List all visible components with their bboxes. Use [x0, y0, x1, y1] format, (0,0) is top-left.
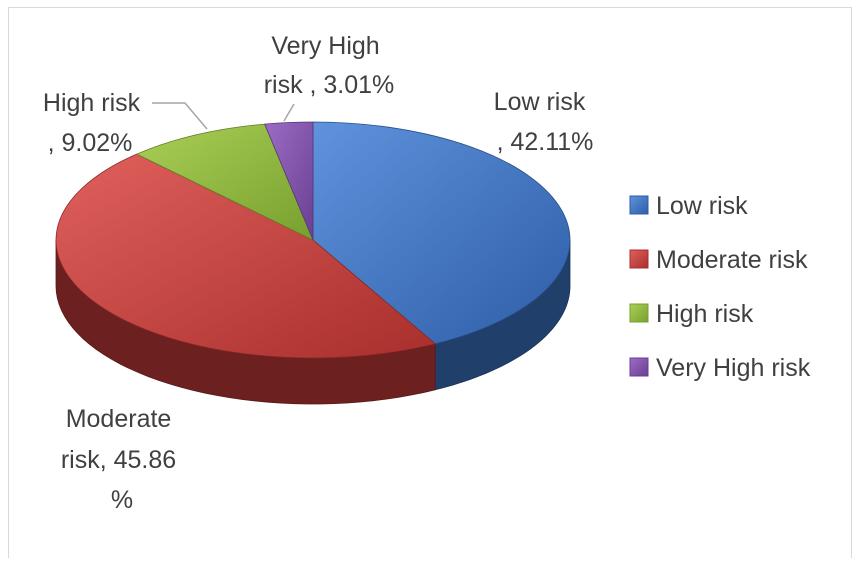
legend-swatch-moderate-risk [629, 249, 649, 269]
legend-item-high-risk: High risk [629, 300, 754, 328]
data-label-high-risk: High risk , 9.02% [43, 89, 147, 157]
legend-swatch-low-risk [629, 195, 649, 215]
legend-item-very-high-risk: Very High risk [629, 354, 811, 382]
data-label-low-risk: Low risk , 42.11% [494, 88, 594, 156]
pie-slice-moderate-risk [55, 153, 437, 359]
legend-item-low-risk: Low risk [629, 192, 748, 220]
leader-line-very-high-risk [283, 103, 295, 122]
legend-swatch-very-high-risk [629, 357, 649, 377]
data-label-very-high-risk: Very High risk , 3.01% [264, 32, 395, 99]
pie-slice-very-high-risk [264, 121, 314, 241]
legend: Low risk Moderate risk High risk Very Hi… [629, 192, 811, 382]
data-label-moderate-risk: Moderate risk, 45.86 % [61, 405, 183, 514]
pie-slice-low-risk [312, 121, 571, 345]
pie-tops [55, 121, 571, 359]
legend-item-moderate-risk: Moderate risk [629, 246, 808, 274]
leader-lines [152, 102, 295, 130]
legend-label-high-risk: High risk [656, 300, 754, 328]
chart-frame [8, 7, 852, 558]
pie-slice-high-risk [135, 123, 314, 241]
legend-label-low-risk: Low risk [656, 192, 748, 220]
leader-line-high-risk [152, 102, 208, 130]
legend-label-very-high-risk: Very High risk [656, 354, 811, 382]
legend-label-moderate-risk: Moderate risk [656, 246, 808, 274]
legend-swatch-high-risk [629, 303, 649, 323]
